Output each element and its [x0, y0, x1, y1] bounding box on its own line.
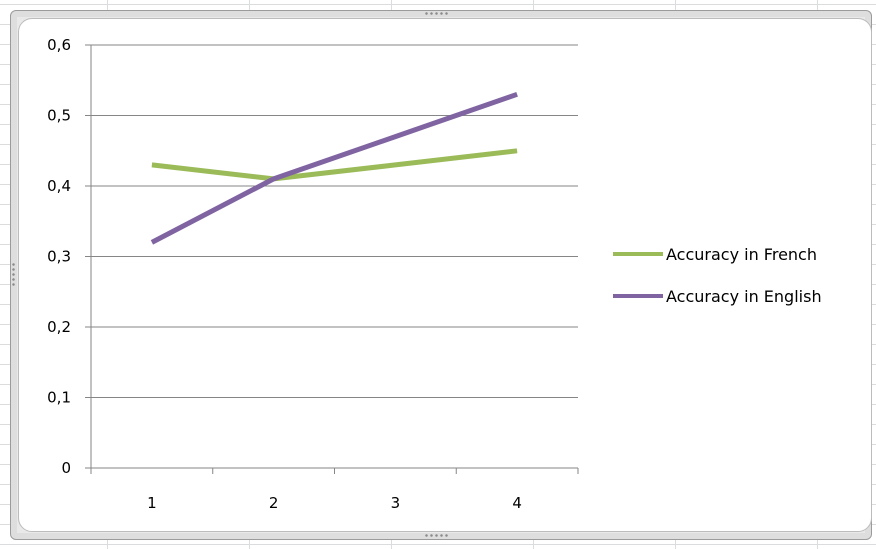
chart-area[interactable] — [18, 18, 872, 532]
y-tick-label-1: 0,1 — [47, 389, 71, 407]
x-tick-label-2: 2 — [269, 494, 279, 512]
series-line-1 — [151, 148, 518, 182]
y-tick-label-4: 0,4 — [47, 177, 71, 195]
y-tick-label-0: 0 — [61, 459, 71, 477]
series-line-2 — [150, 91, 518, 245]
y-tick-label-6: 0,6 — [47, 36, 71, 54]
legend-swatch-english — [613, 294, 663, 298]
legend-item-english: Accuracy in English — [613, 282, 822, 310]
legend-label-french: Accuracy in French — [666, 244, 817, 264]
resize-handle-left[interactable] — [11, 262, 16, 288]
legend-swatch-french — [613, 252, 663, 256]
x-tick-label-4: 4 — [512, 494, 522, 512]
legend-label-english: Accuracy in English — [666, 286, 822, 306]
y-tick-label-3: 0,3 — [47, 248, 71, 266]
x-tick-label-3: 3 — [391, 494, 401, 512]
y-tick-label-2: 0,2 — [47, 318, 71, 336]
legend-item-french: Accuracy in French — [613, 240, 822, 268]
resize-handle-top[interactable] — [424, 11, 450, 16]
x-tick-label-1: 1 — [147, 494, 157, 512]
y-tick-label-5: 0,5 — [47, 107, 71, 125]
chart-legend: Accuracy in French Accuracy in English — [613, 240, 822, 324]
resize-handle-bottom[interactable] — [424, 533, 450, 538]
